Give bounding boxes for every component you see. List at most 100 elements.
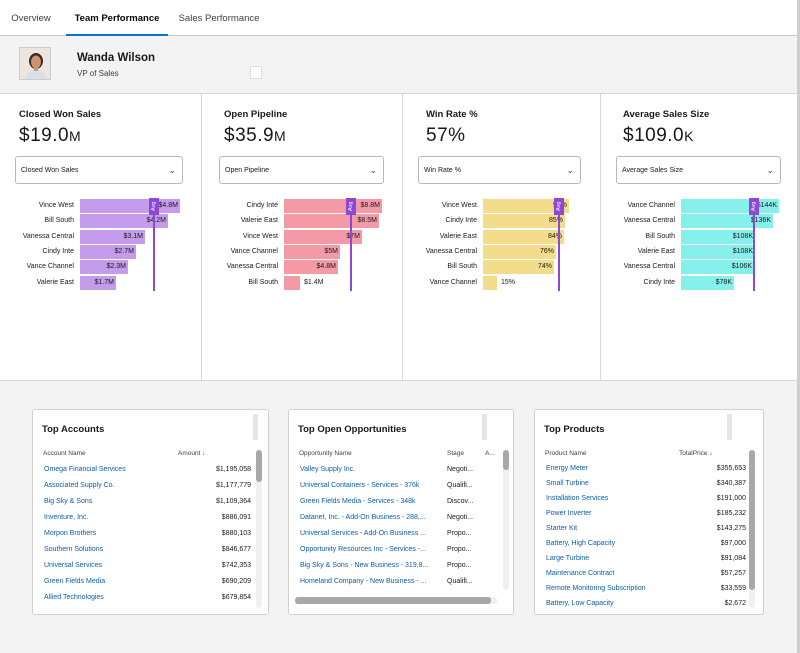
bar	[483, 199, 569, 213]
vertical-scrollbar[interactable]	[749, 450, 755, 608]
product-name-link[interactable]: Battery, Low Capacity	[546, 600, 614, 607]
bar-row[interactable]: Bill South 74%	[403, 260, 603, 275]
bar-row[interactable]: Vanessa Central 76%	[403, 244, 603, 259]
product-total-price: $191,000	[716, 495, 746, 502]
average-tag: Avg	[346, 198, 356, 215]
vertical-scrollbar[interactable]	[256, 450, 262, 608]
horizontal-scrollbar[interactable]	[295, 597, 497, 604]
bar-row[interactable]: Cindy Inte $8.8M	[202, 199, 402, 213]
bar-row[interactable]: Cindy Inte $2.7M	[0, 244, 200, 259]
vertical-scrollbar[interactable]	[503, 450, 509, 590]
column-header-stage[interactable]: Stage	[447, 450, 464, 457]
account-name-link[interactable]: Big Sky & Sons	[44, 498, 93, 505]
bar-label: Vince West	[441, 202, 477, 209]
bar-label: Vince West	[38, 202, 74, 209]
bar-label: Vince West	[242, 232, 278, 240]
scrollbar-thumb[interactable]	[749, 450, 755, 590]
product-total-price: $340,387	[716, 480, 746, 487]
opportunity-stage: Qualifi...	[447, 578, 473, 585]
product-name-link[interactable]: Energy Meter	[546, 465, 589, 472]
metric-closed-won-sales: Closed Won Sales $19.0M Closed Won Sales ⌄ V…	[0, 94, 202, 381]
account-name-link[interactable]: Allied Technologies	[44, 594, 104, 601]
bar-row[interactable]: Bill South $4.2M	[0, 214, 200, 229]
bar-value: $108K	[732, 232, 753, 240]
bar-value: $5M	[324, 247, 338, 255]
product-name-link[interactable]: Battery, High Capacity	[546, 540, 616, 547]
arrow-down-icon: ↓	[709, 450, 713, 457]
column-header-account-name[interactable]: Account Name	[43, 450, 86, 457]
bar-label: Valerie East	[439, 232, 477, 240]
bar-row[interactable]: Cindy Inte $78K	[601, 275, 800, 290]
account-name-link[interactable]: Morpon Brothers	[44, 530, 97, 537]
opportunity-name-link[interactable]: Universal Services - Add-On Business ...	[300, 530, 427, 537]
product-name-link[interactable]: Power Inverter	[546, 510, 592, 517]
account-name-link[interactable]: Southern Solutions	[44, 546, 104, 553]
scrollbar-thumb[interactable]	[295, 597, 491, 604]
product-name-link[interactable]: Large Turbine	[546, 555, 590, 562]
metric-bar-chart: Vince West90% Cindy Inte 85% Valerie East 84…	[403, 198, 603, 294]
chevron-down-icon: ⌄	[566, 165, 574, 175]
bar-value: $1.4M	[304, 278, 324, 286]
bar-row[interactable]: Vance Channel $5M	[202, 244, 402, 259]
bar-row[interactable]: Vanessa Central $106K	[601, 260, 800, 275]
bar-row[interactable]: Vince West $4.8M	[0, 199, 200, 213]
opportunity-stage: Negoti...	[447, 514, 474, 521]
bar-value: $106K	[731, 263, 752, 271]
column-header-product-name[interactable]: Product Name	[545, 450, 587, 457]
column-header-opportunity-name[interactable]: Opportunity Name	[299, 450, 352, 457]
opportunity-name-link[interactable]: Datanet, Inc. - Add-On Business - 288,..…	[300, 514, 426, 521]
tab-sales-performance[interactable]: Sales Performance	[178, 13, 260, 24]
avatar	[19, 47, 51, 80]
column-header-amount[interactable]: Amount ↓	[178, 450, 206, 457]
metric-select[interactable]: Win Rate % ⌄	[418, 156, 581, 184]
metric-title: Average Sales Size	[623, 109, 710, 120]
bar-row[interactable]: Vince West90%	[403, 199, 603, 213]
bar-row[interactable]: Valerie East $108K	[601, 244, 800, 259]
bar-row[interactable]: Vance Channel 15%	[403, 275, 603, 290]
opportunity-name-link[interactable]: Valley Supply Inc.	[300, 466, 356, 473]
opportunity-name-link[interactable]: Big Sky & Sons - New Business - 319,8...	[300, 562, 429, 569]
opportunity-stage: Discov...	[447, 498, 474, 505]
column-header-total-price[interactable]: TotalPrice ↓	[679, 450, 713, 457]
opportunity-name-link[interactable]: Universal Containers - Services - 376k	[300, 482, 420, 489]
bar-row[interactable]: Vanessa Central $3.1M	[0, 229, 200, 244]
bar-row[interactable]: Vanessa Central $4.8M	[202, 260, 402, 275]
product-name-link[interactable]: Maintenance Contract	[546, 570, 615, 577]
bar-row[interactable]: Vince West $7M	[202, 229, 402, 244]
metric-select[interactable]: Open Pipeline ⌄	[219, 156, 384, 184]
product-name-link[interactable]: Remote Monitoring Subscription	[546, 585, 646, 592]
metric-select[interactable]: Closed Won Sales ⌄	[15, 156, 183, 184]
opportunity-name-link[interactable]: Opportunity Resources Inc - Services -..…	[300, 546, 427, 553]
profile-action-box[interactable]	[250, 66, 262, 79]
product-name-link[interactable]: Starter Kit	[546, 525, 578, 532]
bar-row[interactable]: Valerie East 84%	[403, 229, 603, 244]
bar-row[interactable]: Cindy Inte 85%	[403, 214, 603, 229]
account-name-link[interactable]: Inventure, Inc.	[44, 514, 89, 521]
bar-value: 15%	[501, 278, 516, 286]
metric-select[interactable]: Average Sales Size ⌄	[616, 156, 781, 184]
average-tag: Avg	[554, 198, 564, 215]
bar-row[interactable]: Vanessa Central $136K	[601, 214, 800, 229]
opportunity-name-link[interactable]: Green Fields Media - Services - 348k	[300, 498, 416, 505]
bar-row[interactable]: Bill South $108K	[601, 229, 800, 244]
column-header-amount[interactable]: A...	[485, 450, 495, 457]
bar-row[interactable]: Vance Channel $144K	[601, 199, 800, 213]
product-name-link[interactable]: Installation Services	[546, 495, 609, 502]
bar-label: Vanessa Central	[425, 247, 477, 255]
bar-row[interactable]: Valerie East $1.7M	[0, 275, 200, 290]
bar	[80, 275, 116, 290]
account-name-link[interactable]: Universal Services	[44, 562, 102, 569]
chevron-down-icon: ⌄	[766, 165, 774, 175]
opportunity-name-link[interactable]: Homeland Company - New Business - ...	[300, 578, 427, 585]
bar-row[interactable]: Bill South $1.4M	[202, 275, 402, 290]
product-name-link[interactable]: Small Turbine	[546, 480, 589, 487]
account-name-link[interactable]: Omega Financial Services	[44, 466, 126, 473]
bar-row[interactable]: Vance Channel $2.3M	[0, 260, 200, 275]
scrollbar-thumb[interactable]	[503, 450, 509, 470]
tab-overview[interactable]: Overview	[11, 13, 51, 24]
account-name-link[interactable]: Associated Supply Co.	[44, 482, 115, 489]
bar-row[interactable]: Valerie East $8.5M	[202, 214, 402, 229]
scrollbar-thumb[interactable]	[256, 450, 262, 482]
tab-team-performance[interactable]: Team Performance	[66, 0, 168, 36]
account-name-link[interactable]: Green Fields Media	[44, 578, 106, 585]
